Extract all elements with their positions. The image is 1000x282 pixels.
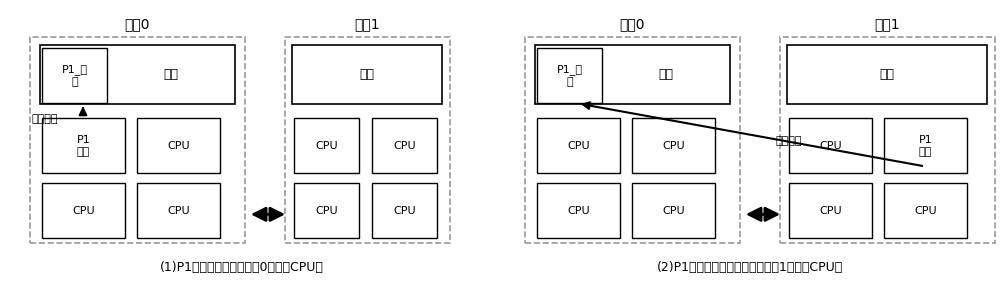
Text: 节点1: 节点1 bbox=[875, 17, 900, 31]
Bar bbox=[372, 118, 437, 173]
Bar bbox=[137, 118, 220, 173]
Text: CPU: CPU bbox=[315, 206, 338, 216]
Bar bbox=[789, 183, 872, 238]
Bar bbox=[537, 118, 620, 173]
Text: CPU: CPU bbox=[393, 141, 416, 151]
Text: 内存: 内存 bbox=[880, 68, 894, 81]
Text: CPU: CPU bbox=[167, 206, 190, 216]
Bar bbox=[292, 45, 442, 104]
Bar bbox=[40, 45, 235, 104]
Text: (1)P1进程初始分配在节点0的一个CPU上: (1)P1进程初始分配在节点0的一个CPU上 bbox=[160, 261, 324, 274]
Text: 远端访问: 远端访问 bbox=[775, 136, 802, 146]
Bar bbox=[137, 183, 220, 238]
Text: 节点0: 节点0 bbox=[125, 17, 150, 31]
Bar bbox=[535, 45, 730, 104]
Text: CPU: CPU bbox=[662, 141, 685, 151]
Bar bbox=[30, 37, 245, 243]
Bar bbox=[42, 118, 125, 173]
Text: 内存: 内存 bbox=[164, 68, 178, 81]
Text: P1
开始: P1 开始 bbox=[77, 135, 90, 157]
Text: 节点0: 节点0 bbox=[620, 17, 645, 31]
Bar bbox=[787, 45, 987, 104]
Text: CPU: CPU bbox=[315, 141, 338, 151]
Text: 节点1: 节点1 bbox=[355, 17, 380, 31]
Bar bbox=[632, 183, 715, 238]
Text: CPU: CPU bbox=[567, 206, 590, 216]
Bar bbox=[294, 118, 359, 173]
Bar bbox=[42, 183, 125, 238]
Bar bbox=[780, 37, 995, 243]
Bar bbox=[537, 183, 620, 238]
Text: P1_内
存: P1_内 存 bbox=[62, 64, 88, 87]
Text: 内存: 内存 bbox=[360, 68, 374, 81]
Text: CPU: CPU bbox=[662, 206, 685, 216]
Bar bbox=[294, 183, 359, 238]
Text: P1_内
存: P1_内 存 bbox=[556, 64, 582, 87]
Text: CPU: CPU bbox=[72, 206, 95, 216]
Text: (2)P1进程被负载均衡调度到节点1的一个CPU上: (2)P1进程被负载均衡调度到节点1的一个CPU上 bbox=[657, 261, 843, 274]
Text: P1
结束: P1 结束 bbox=[919, 135, 932, 157]
Bar bbox=[285, 37, 450, 243]
Bar bbox=[884, 118, 967, 173]
Text: CPU: CPU bbox=[914, 206, 937, 216]
Bar bbox=[884, 183, 967, 238]
Bar bbox=[537, 48, 602, 103]
Text: 内存: 内存 bbox=[658, 68, 674, 81]
Text: CPU: CPU bbox=[567, 141, 590, 151]
Text: CPU: CPU bbox=[167, 141, 190, 151]
Text: CPU: CPU bbox=[819, 141, 842, 151]
Bar bbox=[42, 48, 107, 103]
Bar bbox=[372, 183, 437, 238]
Text: CPU: CPU bbox=[819, 206, 842, 216]
Text: 近端访问: 近端访问 bbox=[32, 114, 58, 124]
Bar bbox=[525, 37, 740, 243]
Bar bbox=[789, 118, 872, 173]
Text: CPU: CPU bbox=[393, 206, 416, 216]
Bar bbox=[632, 118, 715, 173]
